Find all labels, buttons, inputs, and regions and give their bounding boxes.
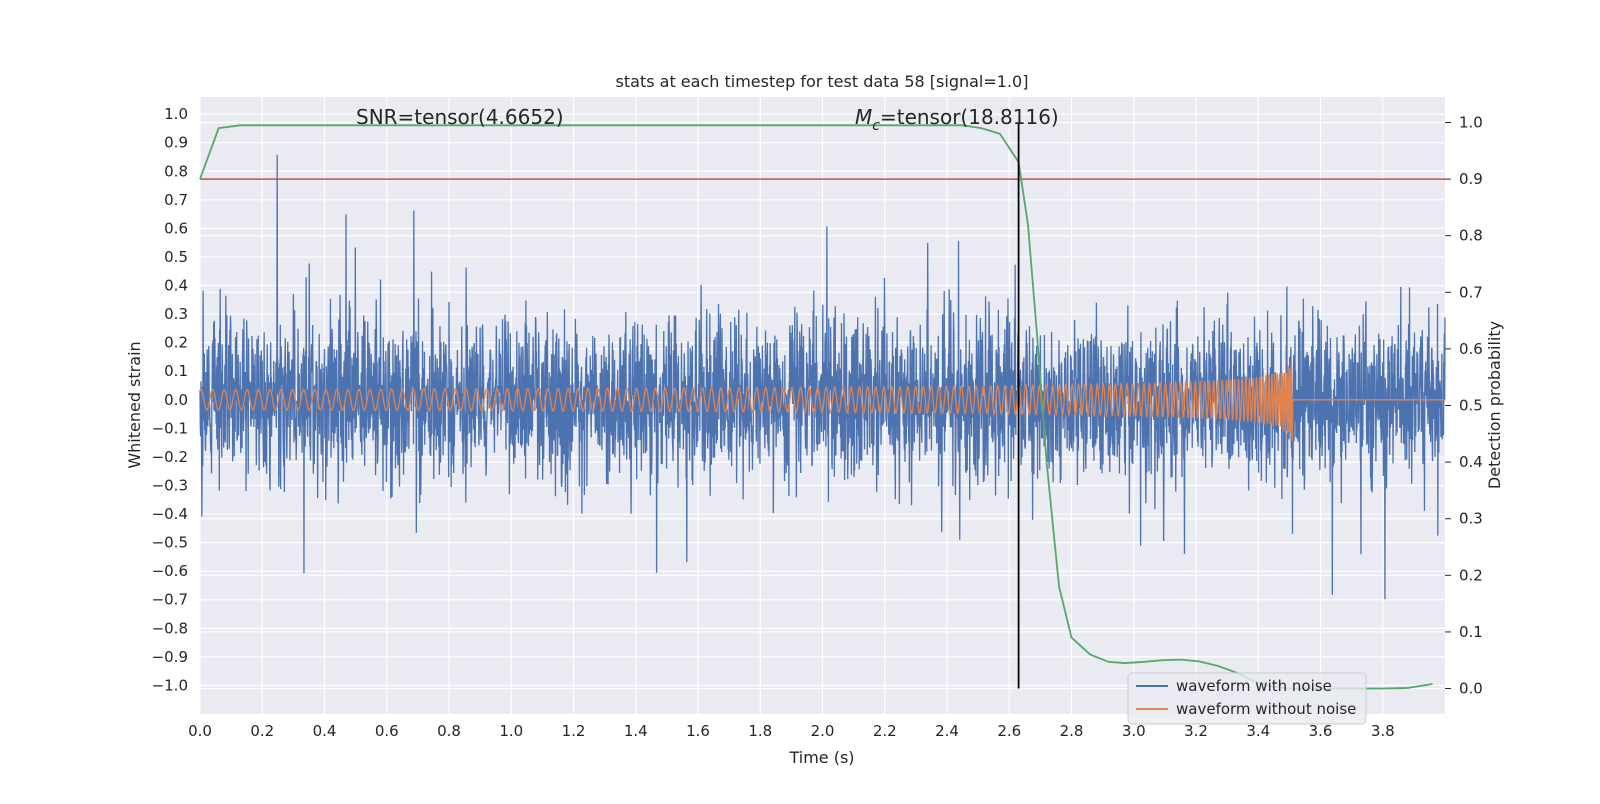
y-tick-label: 0.8: [164, 162, 188, 180]
snr-annotation: SNR=tensor(4.6652): [356, 105, 564, 129]
x-tick-label: 1.4: [624, 722, 648, 740]
y-tick-label: −0.3: [152, 476, 188, 494]
legend: waveform with noise waveform without noi…: [1127, 672, 1367, 725]
x-tick-label: 3.2: [1184, 722, 1208, 740]
y-tick-label: −0.8: [152, 619, 188, 637]
y2-tick-label: 0.6: [1459, 340, 1483, 358]
x-tick-label: 3.0: [1122, 722, 1146, 740]
y-tick-labels: 1.0 0.9 0.8 0.7 0.6 0.5 0.4 0.3 0.2 0.1 0.0 −0.1 −0.…: [152, 105, 188, 694]
y2-tick-label: 0.1: [1459, 623, 1483, 641]
x-tick-label: 1.6: [686, 722, 710, 740]
y-tick-label: −0.7: [152, 591, 188, 609]
clean-waveform-line: [199, 362, 1445, 442]
legend-label-noise: waveform with noise: [1176, 677, 1332, 695]
legend-box: [1127, 672, 1367, 725]
chart-title: stats at each timestep for test data 58 …: [616, 72, 1029, 91]
mc-subscript: c: [872, 118, 880, 134]
x-tick-label: 1.8: [748, 722, 772, 740]
x-tick-label: 2.8: [1060, 722, 1084, 740]
y-tick-label: 0.1: [164, 362, 188, 380]
x-tick-label: 2.4: [935, 722, 959, 740]
y2-tick-label: 0.8: [1459, 227, 1483, 245]
y-tick-label: 0.9: [164, 134, 188, 152]
y2-tick-label: 1.0: [1459, 113, 1483, 131]
y-tick-label: 1.0: [164, 105, 188, 123]
x-tick-label: 3.8: [1371, 722, 1395, 740]
y-tick-label: −0.4: [152, 505, 188, 523]
y-tick-label: −0.1: [152, 419, 188, 437]
y2-tick-label: 0.7: [1459, 283, 1483, 301]
y-tick-label: 0.2: [164, 334, 188, 352]
y-tick-label: 0.7: [164, 191, 188, 209]
y2-tick-label: 0.9: [1459, 170, 1483, 188]
y-tick-label: −0.5: [152, 534, 188, 552]
y2-tick-label: 0.3: [1459, 510, 1483, 528]
x-tick-label: 0.0: [188, 722, 212, 740]
y2-tick-label: 0.2: [1459, 566, 1483, 584]
y-tick-label: 0.5: [164, 248, 188, 266]
y-axis-label: Whitened strain: [125, 341, 144, 468]
x-tick-labels: 0.0 0.2 0.4 0.6 0.8 1.0 1.2 1.4 1.6 1.8 2.0 2.2 2.4 2…: [188, 722, 1395, 740]
legend-label-clean: waveform without noise: [1176, 700, 1356, 718]
x-tick-label: 3.4: [1246, 722, 1270, 740]
y-tick-label: −1.0: [152, 676, 188, 694]
x-tick-label: 0.2: [250, 722, 274, 740]
mc-value: =tensor(18.8116): [880, 105, 1059, 129]
y-tick-label: 0.6: [164, 219, 188, 237]
y-tick-label: −0.6: [152, 562, 188, 580]
x-tick-label: 1.0: [499, 722, 523, 740]
x-tick-label: 3.6: [1309, 722, 1333, 740]
y2-tick-label: 0.0: [1459, 680, 1483, 698]
x-tick-label: 1.2: [562, 722, 586, 740]
y-tick-label: −0.2: [152, 448, 188, 466]
y2-tick-label: 0.5: [1459, 397, 1483, 415]
y-tick-label: −0.9: [152, 648, 188, 666]
x-tick-label: 0.4: [313, 722, 337, 740]
y2-axis-label: Detection probability: [1485, 321, 1504, 489]
y2-tick-label: 0.4: [1459, 453, 1483, 471]
y-tick-label: 0.3: [164, 305, 188, 323]
mc-symbol: M: [855, 105, 872, 129]
y-tick-label: 0.0: [164, 391, 188, 409]
x-tick-label: 2.2: [873, 722, 897, 740]
y-tick-label: 0.4: [164, 277, 188, 295]
x-tick-label: 2.6: [997, 722, 1021, 740]
mc-annotation: Mc=tensor(18.8116): [855, 105, 1059, 134]
x-tick-label: 0.8: [437, 722, 461, 740]
y2-tick-labels: 1.0 0.9 0.8 0.7 0.6 0.5 0.4 0.3 0.2 0.1 0.0: [1445, 113, 1483, 698]
x-tick-label: 2.0: [811, 722, 835, 740]
x-tick-label: 0.6: [375, 722, 399, 740]
x-axis-label: Time (s): [788, 748, 854, 767]
